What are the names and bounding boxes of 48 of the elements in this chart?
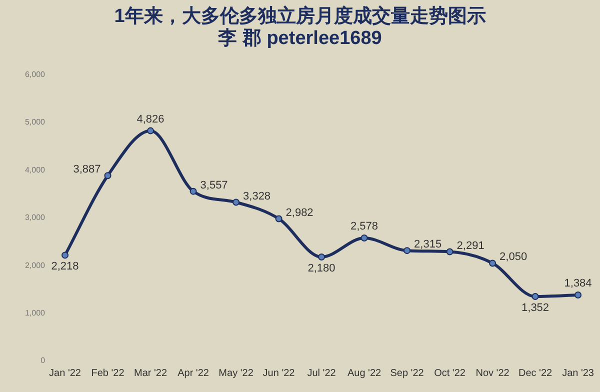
text: 2,180 — [308, 262, 336, 275]
x-tick-label: Jan '23 — [562, 368, 594, 379]
point — [489, 260, 496, 267]
y-tick-label: 6,000 — [24, 70, 46, 80]
point — [446, 248, 454, 256]
text: 2,291 — [456, 240, 484, 252]
x-tick-label: Apr '22 — [178, 368, 210, 379]
text: 2,050 — [500, 251, 528, 264]
text: 1,352 — [522, 302, 550, 314]
text: 3,328 — [243, 190, 271, 202]
point — [360, 234, 368, 242]
x-tick-label: Jul '22 — [307, 368, 336, 379]
y-tick-label: 5,000 — [24, 118, 46, 127]
text: 4,826 — [136, 113, 164, 126]
y-tick-label: 3,000 — [24, 213, 46, 222]
point — [574, 291, 582, 298]
chart-subtitle: 李 郡 peterlee1689 — [216, 28, 383, 50]
x-tick-label: Mar '22 — [134, 368, 168, 379]
x-tick-label: Jun '22 — [262, 368, 296, 379]
point — [318, 254, 326, 261]
chart-title: 1年来，大多伦多独立房月度成交量走势图示 — [113, 6, 487, 28]
x-tick-label: Oct '22 — [434, 368, 466, 379]
point — [275, 215, 282, 222]
y-tick-label: 2,000 — [24, 260, 46, 270]
text: 2,218 — [51, 260, 79, 273]
text: 3,557 — [200, 179, 228, 192]
text: 2,578 — [350, 220, 378, 233]
x-tick-label: Jan '22 — [49, 368, 82, 379]
x-tick-label: Sep '22 — [390, 368, 424, 379]
point — [404, 247, 411, 254]
text: 2,315 — [414, 238, 442, 251]
y-tick-label: 1,000 — [24, 308, 46, 318]
point — [62, 252, 69, 259]
text: 2,982 — [286, 206, 314, 219]
x-tick-label: May '22 — [218, 368, 254, 379]
x-tick-label: Dec '22 — [518, 368, 553, 379]
text: 1,384 — [564, 278, 592, 290]
point — [104, 172, 112, 180]
x-tick-label: Aug '22 — [347, 368, 382, 379]
point — [190, 188, 197, 195]
x-tick-label: Feb '22 — [91, 368, 125, 379]
point — [532, 293, 539, 300]
y-tick-label: 4,000 — [24, 165, 46, 174]
point — [147, 127, 154, 134]
point — [232, 198, 240, 206]
x-tick-label: Nov '22 — [476, 368, 510, 379]
text: 3,887 — [73, 164, 101, 176]
y-tick-label: 0 — [40, 356, 46, 366]
